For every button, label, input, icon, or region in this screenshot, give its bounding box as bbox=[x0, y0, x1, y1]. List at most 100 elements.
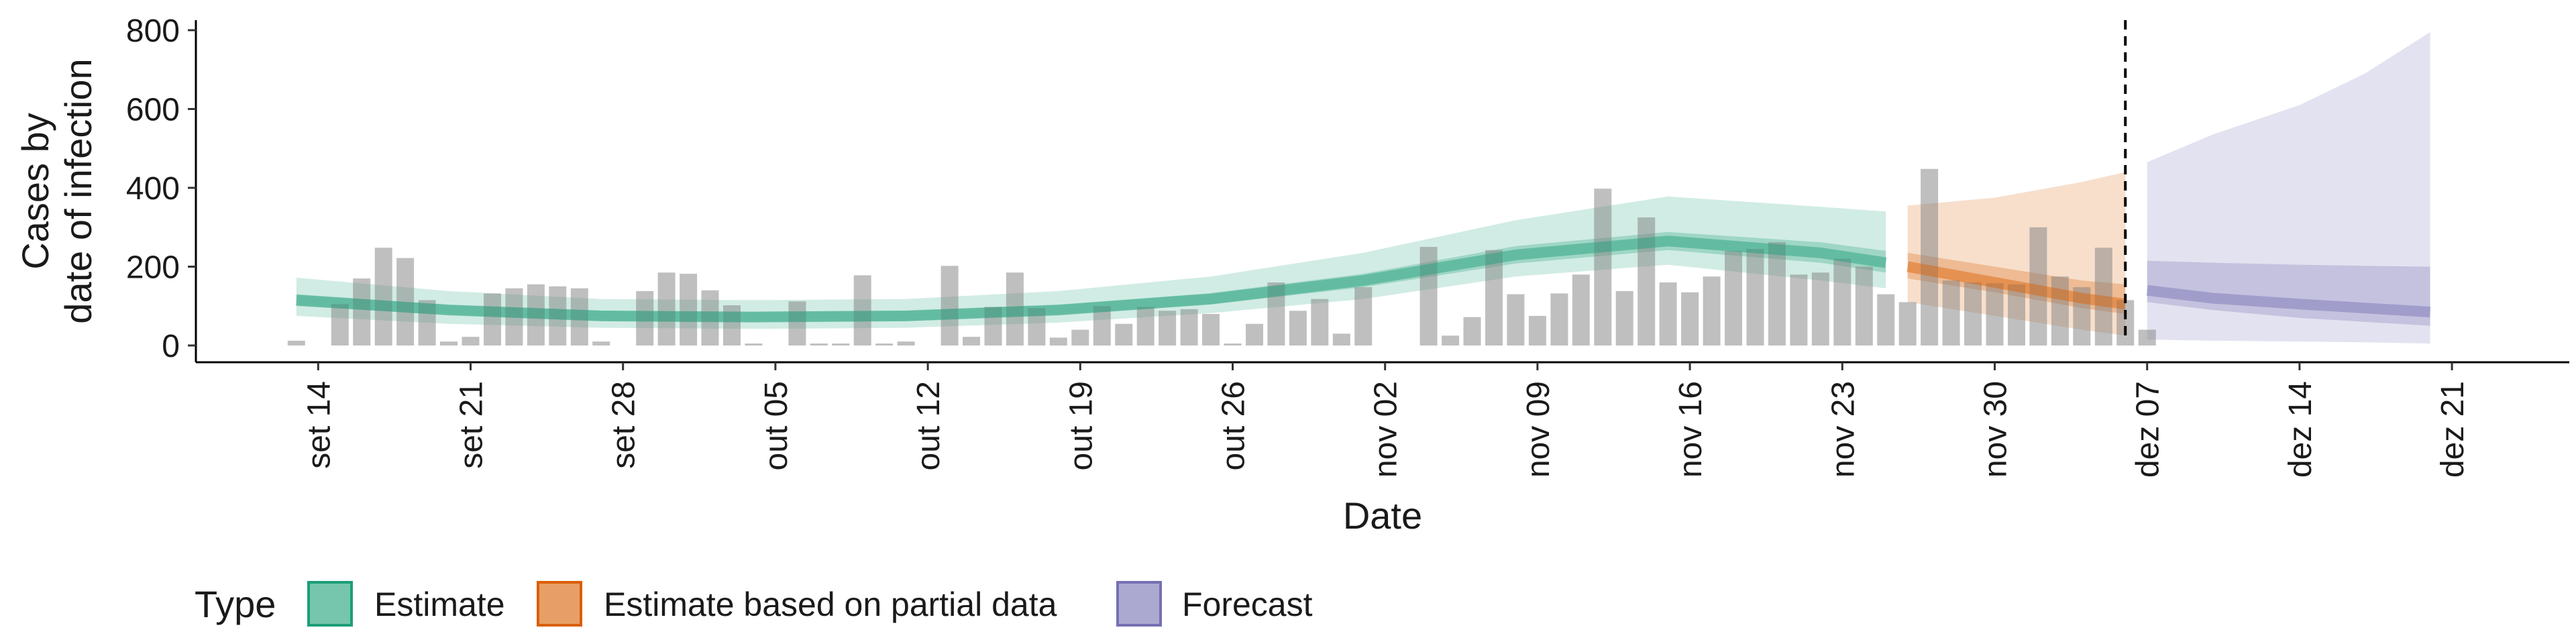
bar-reported-cases bbox=[1136, 307, 1155, 345]
bar-reported-cases bbox=[2008, 284, 2025, 345]
bar-reported-cases bbox=[1615, 290, 1633, 345]
x-tick-label: dez 14 bbox=[2283, 381, 2318, 478]
ribbon-50-estimate-based-on-partial-data bbox=[1907, 252, 2126, 314]
bar-reported-cases bbox=[1986, 283, 2004, 345]
median-estimate bbox=[296, 235, 1887, 323]
x-tick-label: nov 02 bbox=[1368, 381, 1404, 478]
bar-reported-cases bbox=[1768, 242, 1786, 345]
bar-reported-cases bbox=[1725, 251, 1742, 345]
bar-reported-cases bbox=[1332, 333, 1350, 345]
y-tick-label: 800 bbox=[126, 13, 180, 49]
bar-reported-cases bbox=[1246, 323, 1263, 345]
bars-layer bbox=[287, 168, 2156, 346]
bar-reported-cases bbox=[1354, 287, 1373, 345]
bar-reported-cases bbox=[1224, 343, 1242, 345]
x-ticks: set 14 set 21 set 28 out 05 out 12 out 19 out … bbox=[301, 362, 2471, 478]
bar-reported-cases bbox=[592, 341, 610, 345]
bar-reported-cases bbox=[853, 275, 871, 345]
ribbon-90-estimate-based-on-partial-data bbox=[1907, 172, 2126, 336]
bar-reported-cases bbox=[1071, 329, 1089, 345]
bar-reported-cases bbox=[1442, 335, 1460, 345]
bar-reported-cases bbox=[1485, 250, 1503, 345]
bar-reported-cases bbox=[875, 343, 894, 345]
y-tick-label: 400 bbox=[126, 171, 180, 207]
y-ticks: 0 200 400 600 800 bbox=[126, 13, 196, 364]
x-tick-label: out 12 bbox=[911, 381, 947, 470]
bar-reported-cases bbox=[2073, 287, 2091, 345]
bar-reported-cases bbox=[723, 305, 741, 345]
bar-reported-cases bbox=[570, 288, 588, 345]
legend-title: Type bbox=[195, 583, 276, 625]
legend-label-estimate: Estimate bbox=[374, 586, 505, 623]
bar-reported-cases bbox=[1159, 311, 1177, 345]
bar-reported-cases bbox=[2051, 276, 2069, 345]
median-estimate-based-on-partial-data bbox=[1907, 261, 2127, 310]
bar-reported-cases bbox=[1638, 217, 1656, 345]
bar-reported-cases bbox=[963, 337, 980, 345]
bar-reported-cases bbox=[788, 301, 806, 345]
bar-reported-cases bbox=[1855, 266, 1873, 345]
bar-reported-cases bbox=[1463, 317, 1481, 345]
x-tick-label: nov 30 bbox=[1978, 381, 2014, 478]
bar-reported-cases bbox=[374, 248, 392, 345]
bar-reported-cases bbox=[527, 284, 545, 345]
bar-reported-cases bbox=[984, 307, 1002, 345]
bar-reported-cases bbox=[1811, 272, 1829, 345]
bar-reported-cases bbox=[353, 278, 371, 345]
x-tick-label: nov 09 bbox=[1521, 381, 1556, 478]
ribbon-90-estimate bbox=[296, 196, 1886, 329]
bar-reported-cases bbox=[1028, 308, 1046, 345]
bar-reported-cases bbox=[1093, 306, 1111, 346]
bar-reported-cases bbox=[1507, 294, 1525, 345]
y-tick-label: 600 bbox=[126, 93, 180, 128]
x-tick-label: out 05 bbox=[759, 381, 794, 470]
bar-reported-cases bbox=[1942, 280, 1960, 345]
x-tick-label: dez 21 bbox=[2435, 381, 2471, 478]
legend-key-estimate bbox=[307, 581, 353, 627]
bar-reported-cases bbox=[897, 341, 915, 345]
median-lines-layer bbox=[296, 235, 2431, 323]
bar-reported-cases bbox=[1659, 282, 1677, 345]
x-axis-title: Date bbox=[1343, 494, 1422, 537]
bar-reported-cases bbox=[462, 337, 480, 345]
bar-reported-cases bbox=[2094, 248, 2112, 345]
bar-reported-cases bbox=[810, 343, 828, 345]
bar-reported-cases bbox=[440, 341, 458, 345]
bar-reported-cases bbox=[1049, 337, 1067, 346]
bar-reported-cases bbox=[287, 340, 305, 345]
legend-key-partial bbox=[537, 581, 582, 627]
bar-reported-cases bbox=[745, 343, 763, 345]
bar-reported-cases bbox=[657, 272, 676, 345]
bar-reported-cases bbox=[941, 266, 959, 345]
bar-reported-cases bbox=[1006, 272, 1024, 345]
bar-reported-cases bbox=[1528, 315, 1546, 345]
x-tick-label: set 21 bbox=[454, 381, 490, 469]
bar-reported-cases bbox=[2029, 227, 2047, 346]
bar-reported-cases bbox=[331, 304, 349, 345]
x-tick-label: dez 07 bbox=[2131, 381, 2166, 478]
bar-reported-cases bbox=[1790, 274, 1808, 346]
bar-reported-cases bbox=[1921, 168, 1939, 346]
bar-reported-cases bbox=[1703, 276, 1721, 345]
bar-reported-cases bbox=[701, 290, 719, 346]
bar-reported-cases bbox=[1550, 293, 1568, 345]
bar-reported-cases bbox=[1419, 247, 1438, 345]
bar-reported-cases bbox=[1267, 282, 1285, 345]
bar-reported-cases bbox=[1898, 302, 1917, 345]
bar-reported-cases bbox=[549, 286, 567, 345]
legend-label-forecast: Forecast bbox=[1182, 586, 1313, 623]
legend-key-forecast bbox=[1116, 581, 1162, 627]
x-tick-label: out 19 bbox=[1063, 381, 1099, 470]
bar-reported-cases bbox=[1681, 292, 1699, 345]
median-forecast bbox=[2146, 284, 2431, 318]
bar-reported-cases bbox=[484, 293, 501, 345]
bar-reported-cases bbox=[418, 300, 436, 345]
bar-reported-cases bbox=[2138, 329, 2156, 345]
bar-reported-cases bbox=[1115, 323, 1133, 345]
x-tick-label: out 26 bbox=[1216, 381, 1252, 470]
bar-reported-cases bbox=[1572, 274, 1590, 346]
bar-reported-cases bbox=[680, 274, 698, 345]
x-tick-label: nov 16 bbox=[1673, 381, 1709, 478]
bar-reported-cases bbox=[1964, 282, 1982, 345]
x-tick-label: set 14 bbox=[301, 381, 337, 469]
